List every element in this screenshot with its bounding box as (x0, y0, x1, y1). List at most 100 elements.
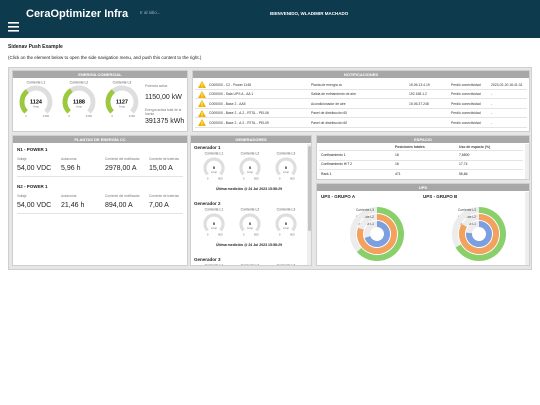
gauge-max: 800 (254, 176, 259, 180)
gauge-value (62, 88, 73, 114)
notification-cell: - (491, 101, 493, 106)
plant-field-label: Autonomía (61, 157, 77, 161)
gauge-min: 0 (111, 114, 113, 118)
notification-row[interactable]: C000000 - Base 2 - A.2 - RTSL - PEL06 Pan… (195, 109, 527, 118)
generadores-panel: GENERADORES Generador 1 Corriente L1 0 Amp 0 8… (190, 135, 312, 266)
table-cell: 7,6500 (459, 152, 470, 157)
kpi-label: Energía activa total de la fuente (145, 108, 182, 116)
table-cell: Confinamiento H/T 2 (321, 162, 353, 166)
warning-icon (198, 81, 206, 88)
notification-cell: - (491, 120, 493, 125)
panel-title: PLANTAS DE ENERGÍA CC (13, 136, 187, 143)
gauge-min: 0 (207, 176, 209, 180)
plant-field-label: Voltaje (17, 194, 27, 198)
generator-name: Generador 2 (194, 201, 221, 206)
ups-chart-title: UPS - GRUPO A (321, 194, 356, 199)
warning-icon (198, 119, 206, 126)
gauge-number: 1124 (30, 100, 43, 106)
notification-cell: C000000 - Sala UPS A - AA 1 (209, 92, 254, 96)
table-cell: 17,74 (459, 162, 468, 166)
gauge-number: 0 (285, 221, 288, 226)
gauge-max: 3150 (86, 114, 93, 118)
ring-label: Corriente L3 (458, 208, 476, 212)
panel-title: UPS (317, 184, 529, 191)
gauge-value (105, 89, 116, 114)
gauge-max: 800 (218, 232, 223, 236)
notification-cell: Perdió conectividad (451, 92, 481, 96)
gauge-track (239, 157, 261, 176)
gauge-min: 0 (279, 232, 281, 236)
gauge-min: 0 (207, 232, 209, 236)
gauge-number: 0 (213, 221, 216, 226)
scrollbar-thumb[interactable] (307, 146, 311, 231)
gauge-label: Corriente L1 (27, 81, 46, 85)
kpi-label: Potencia activa (145, 84, 168, 88)
warning-icon (198, 109, 206, 117)
notification-cell: - (491, 92, 493, 96)
notification-cell: 15.06.37.248 (409, 101, 429, 106)
notification-row[interactable]: C000000 - Sala UPS A - AA 1 Salida de enf… (195, 90, 527, 99)
notification-row[interactable]: C000000 - C2 - Power 1148 Planta de energ… (195, 80, 527, 90)
plant-field-value: 7,00 A (149, 202, 169, 209)
notification-cell: C000000 - Base 2 - A.2 - RTSL - PEL06 (209, 111, 269, 115)
ring-label: Corriente L2 (356, 215, 374, 219)
gauge-unit: Amp (283, 226, 290, 230)
table-cell: 471 (395, 171, 401, 176)
scrollbar (525, 192, 529, 265)
plant-field-value: 54,00 VDC (17, 202, 52, 209)
panel-title: ESPACIO (317, 136, 529, 143)
ring-value (455, 207, 506, 261)
table-cell: Confinamiento 1 (321, 152, 346, 157)
notification-cell: Perdió conectividad (451, 111, 481, 115)
notification-cell: Panel de distribución 60 (311, 111, 348, 115)
notification-row[interactable]: C000000 - Base 2 - AA5 Acondicionador de … (195, 99, 527, 109)
plant-field-label: Corriente de baterías (149, 157, 179, 161)
gauge-value (19, 89, 29, 114)
plantas-panel: PLANTAS DE ENERGÍA CC N1 - POWER 1 Voltaje… (12, 135, 188, 266)
gauge-unit: Amp (119, 105, 126, 109)
gauge-label: Corriente L1 (205, 152, 224, 156)
gauge-label: Corriente L1 (205, 208, 224, 212)
energia-panel: ENERGÍA COMERCIAL Corriente L1 1124 Amp 0 315… (12, 70, 188, 132)
gauge-unit: Amp (211, 170, 218, 174)
search-box[interactable]: Ir al sitio... (140, 10, 161, 15)
gauge-min: 0 (243, 232, 245, 236)
notification-row[interactable]: C000000 - Base 2 - A.2 - RTSL - PEL09 Pan… (195, 118, 527, 128)
scrollbar (525, 144, 529, 179)
plant-field-label: Corriente del rectificador (105, 157, 140, 161)
gauge-min: 0 (68, 114, 70, 118)
notification-cell: Perdió conectividad (451, 101, 481, 106)
column-header: Uso de espacio (%) (459, 145, 491, 149)
row-line (319, 159, 523, 161)
gauge-number: 0 (249, 221, 252, 226)
gauge-min: 0 (25, 114, 27, 118)
notification-cell: 192.168.1.2 (409, 92, 427, 96)
gauge-unit: Amp (283, 170, 290, 174)
gauge-number: 0 (249, 165, 252, 170)
warning-icon (198, 100, 206, 107)
top-bar (0, 0, 540, 38)
table-cell: Rack 1 (321, 171, 332, 176)
ups-panel: UPS UPS - GRUPO A Corriente L1 Corriente L2… (316, 183, 530, 266)
gauge-label: Corriente L3 (277, 264, 296, 267)
gauge-number: 1188 (73, 100, 85, 106)
menu-button[interactable] (8, 22, 20, 32)
gauge-max: 3150 (129, 114, 136, 118)
ring-value (356, 207, 404, 261)
notification-cell: Acondicionador de aire (311, 101, 346, 106)
notification-cell: C000000 - Base 2 - A.2 - RTSL - PEL09 (209, 120, 269, 125)
notification-cell: C000000 - C2 - Power 1148 (209, 82, 251, 87)
gauge-track (203, 157, 225, 176)
gauge-track (203, 213, 225, 232)
gauge-number: 0 (213, 165, 216, 170)
gauge-label: Corriente L3 (277, 208, 296, 212)
ring-value (364, 221, 390, 247)
intro-text: (Click on the element below to open the … (8, 55, 202, 60)
